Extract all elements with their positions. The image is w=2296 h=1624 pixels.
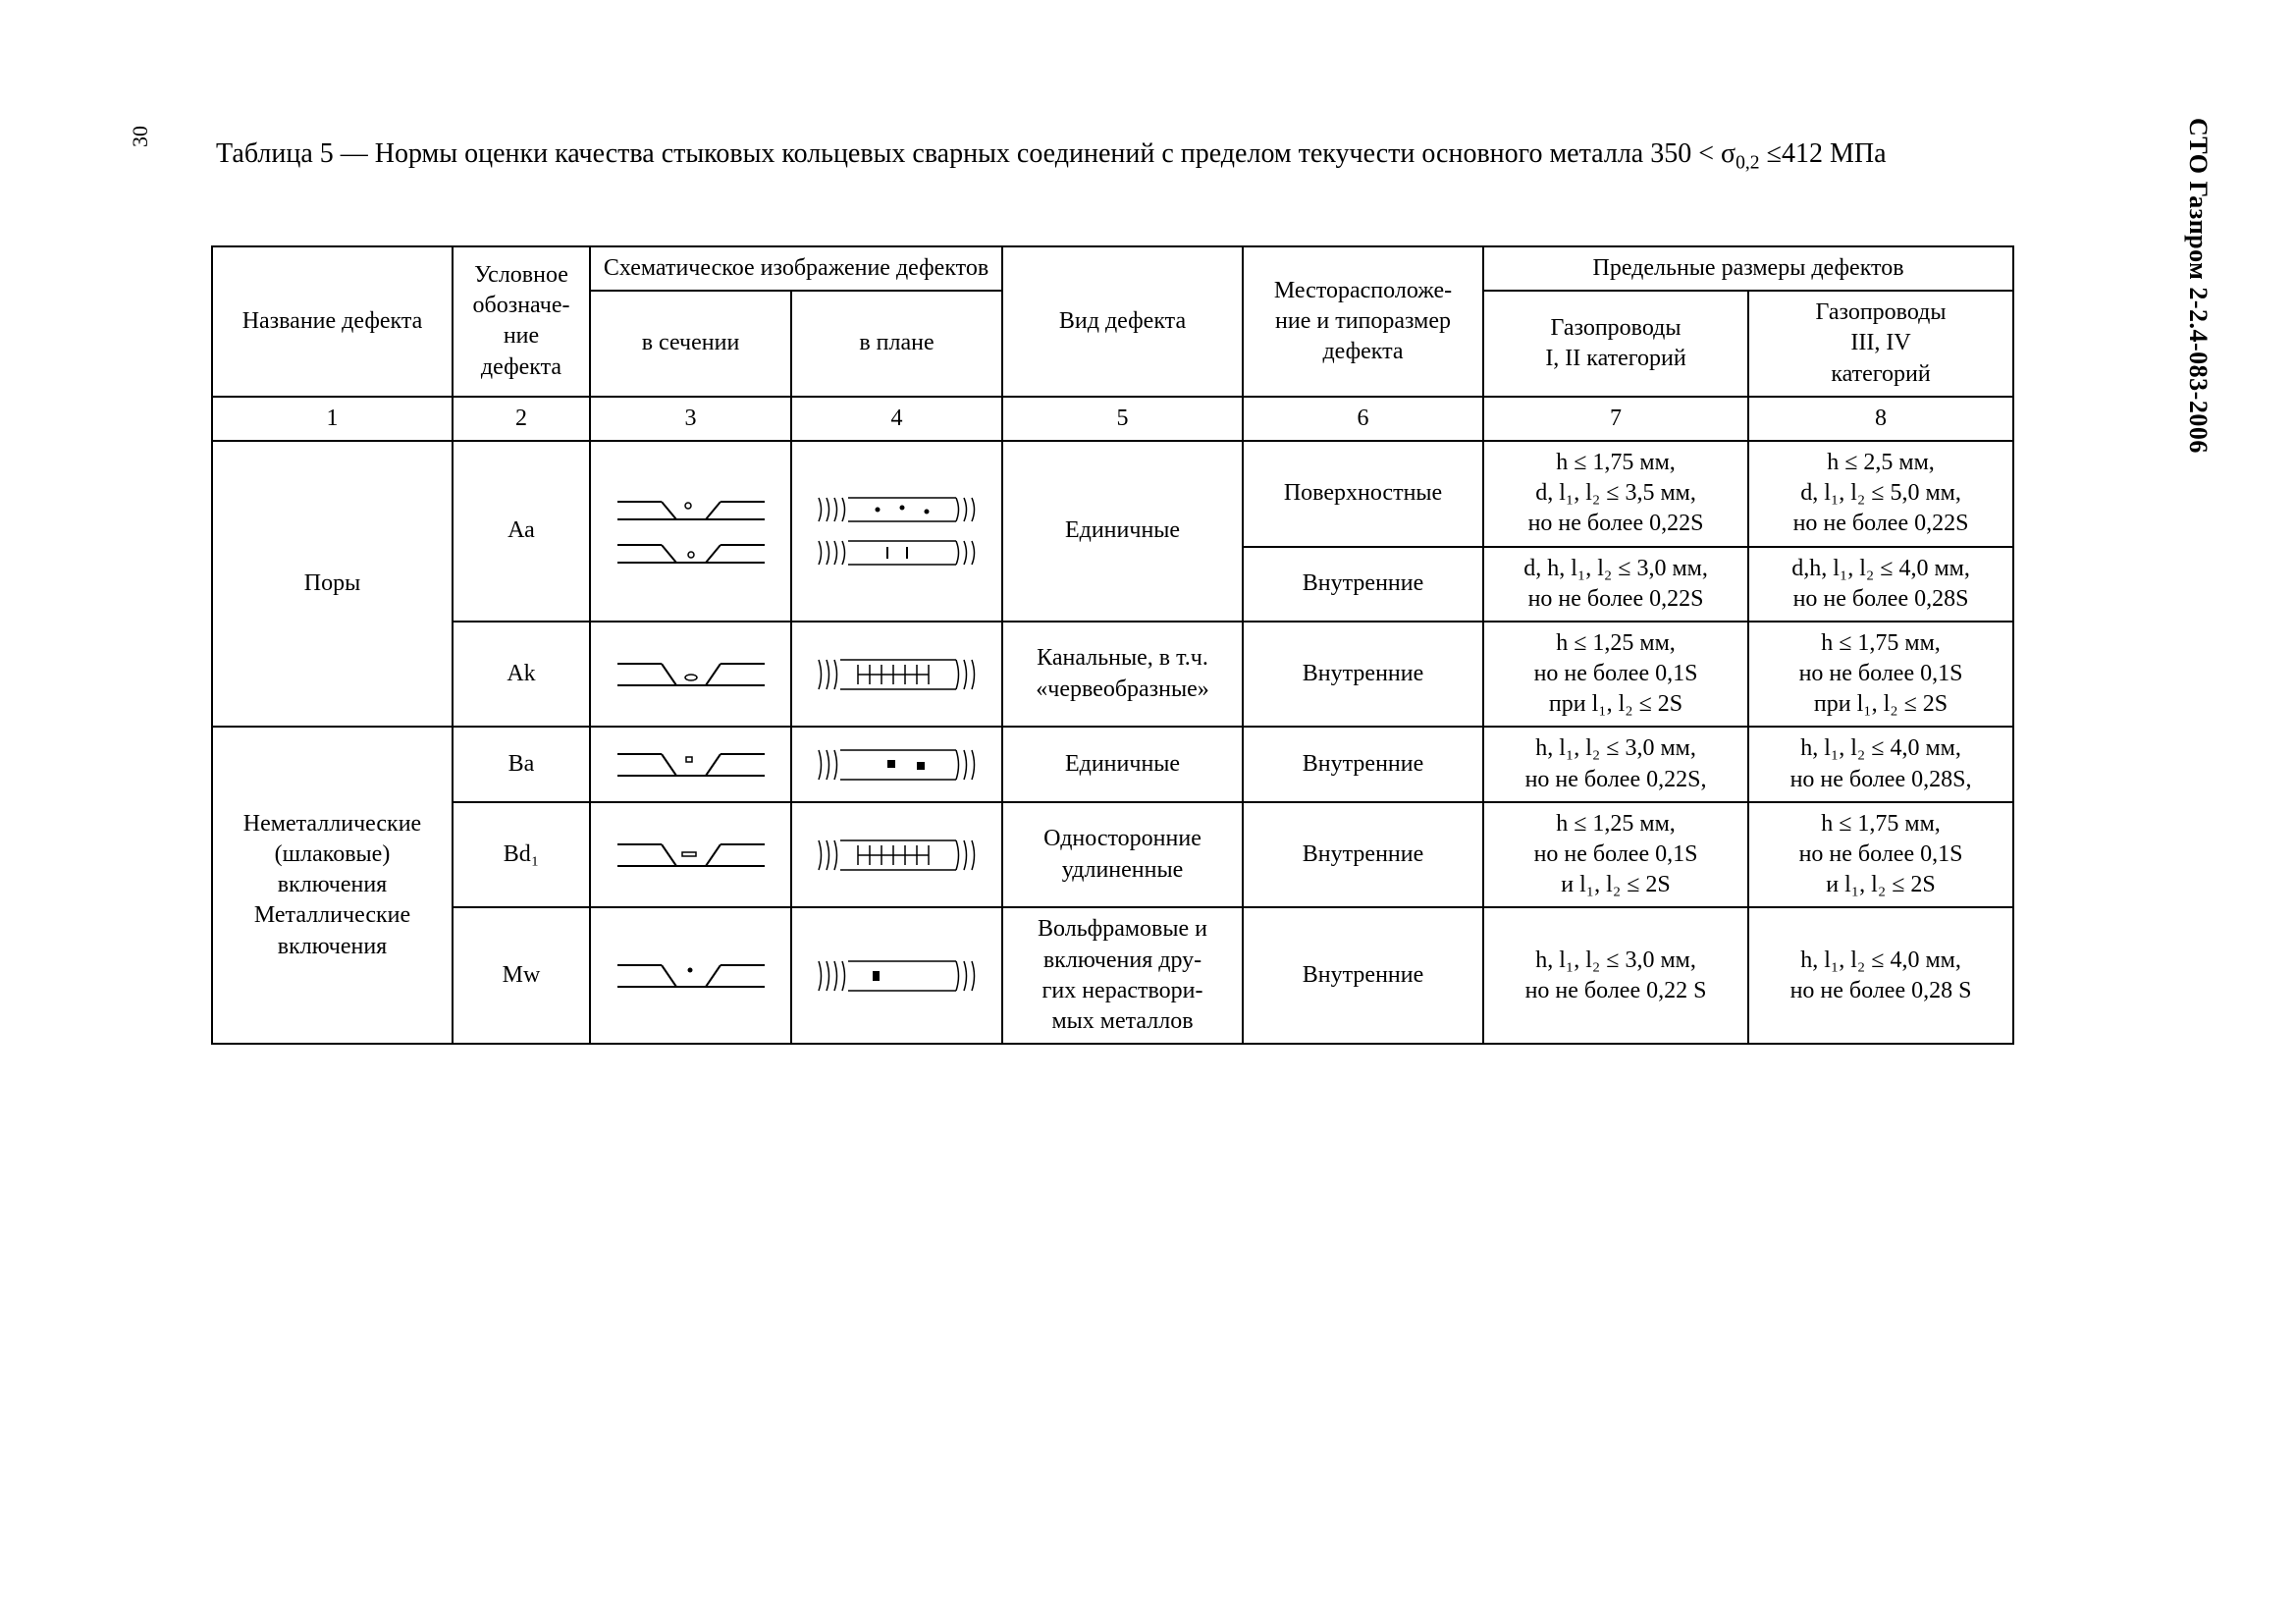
header-limits-group: Предельные размеры дефектов: [1483, 246, 2013, 291]
colnum-2: 2: [453, 397, 590, 441]
header-name: Название дефекта: [212, 246, 453, 397]
weld-section-elong-icon: [608, 831, 774, 880]
header-cat-3-4: ГазопроводыIII, IVкатегорий: [1748, 291, 2013, 397]
loc-Ak: Внутренние: [1243, 622, 1483, 728]
table-container: Название дефекта Условное обозначе-ние д…: [211, 245, 2012, 1045]
defects-table: Название дефекта Условное обозначе-ние д…: [211, 245, 2014, 1045]
table-caption: Таблица 5 — Нормы оценки качества стыков…: [216, 128, 2002, 182]
colnum-8: 8: [1748, 397, 2013, 441]
header-location: Месторасположе-ние и типоразмер дефекта: [1243, 246, 1483, 397]
header-in-section: в сечении: [590, 291, 791, 397]
schematic-section-Mw: [590, 907, 791, 1044]
weld-plan-incl-icon: [809, 740, 986, 789]
caption-suffix: ≤412 МПа: [1760, 138, 1887, 169]
loc-Mw: Внутренние: [1243, 907, 1483, 1044]
row-Mw: Mw: [212, 907, 2013, 1044]
schematic-plan-Ak: [791, 622, 1002, 728]
lim7-Mw: h, l₁, l₂ ≤ 3,0 мм,но не более 0,22 S: [1483, 907, 1748, 1044]
colnum-7: 7: [1483, 397, 1748, 441]
code-Aa: Аа: [453, 441, 590, 622]
colnum-3: 3: [590, 397, 791, 441]
defect-name-inclusions: Неметаллические (шлаковые) включения Мет…: [212, 727, 453, 1044]
type-Ba: Единичные: [1002, 727, 1243, 801]
header-type: Вид дефекта: [1002, 246, 1243, 397]
weld-section-pore-top-icon: [608, 490, 774, 529]
weld-section-pore-mid-icon: [608, 533, 774, 572]
schematic-plan-Aa: [791, 441, 1002, 622]
table-body: Поры Аа: [212, 441, 2013, 1044]
table-header: Название дефекта Условное обозначе-ние д…: [212, 246, 2013, 441]
code-Bd-sub: ₁: [531, 841, 539, 867]
lim8-Aa-surface: h ≤ 2,5 мм,d, l₁, l₂ ≤ 5,0 мм,но не боле…: [1748, 441, 2013, 547]
weld-plan-pores2-icon: [809, 533, 986, 572]
caption-sub: 0,2: [1735, 153, 1760, 174]
lim8-Ak: h ≤ 1,75 мм,но не более 0,1Sпри l₁, l₂ ≤…: [1748, 622, 2013, 728]
row-Aa-surface: Поры Аа: [212, 441, 2013, 547]
weld-section-tungsten-icon: [608, 951, 774, 1001]
document-code: СТО Газпром 2-2.4-083-2006: [2183, 118, 2213, 454]
schematic-plan-Bd: [791, 802, 1002, 908]
loc-Aa-surface: Поверхностные: [1243, 441, 1483, 547]
colnum-4: 4: [791, 397, 1002, 441]
header-schematic-group: Схематическое изображение дефектов: [590, 246, 1002, 291]
header-code: Условное обозначе-ние дефекта: [453, 246, 590, 397]
type-Ak: Канальные, в т.ч. «червеобразные»: [1002, 622, 1243, 728]
lim8-Ba: h, l₁, l₂ ≤ 4,0 мм,но не более 0,28S,: [1748, 727, 2013, 801]
schematic-section-Ak: [590, 622, 791, 728]
lim7-Ak: h ≤ 1,25 мм,но не более 0,1Sпри l₁, l₂ ≤…: [1483, 622, 1748, 728]
lim7-Aa-inner: d, h, l₁, l₂ ≤ 3,0 мм,но не более 0,22S: [1483, 547, 1748, 622]
loc-Bd: Внутренние: [1243, 802, 1483, 908]
schematic-section-Aa: [590, 441, 791, 622]
header-cat-1-2: ГазопроводыI, II категорий: [1483, 291, 1748, 397]
type-Mw: Вольфрамовые и включения дру-гих нераств…: [1002, 907, 1243, 1044]
row-Ba: Неметаллические (шлаковые) включения Мет…: [212, 727, 2013, 801]
weld-plan-canal-icon: [809, 650, 986, 699]
code-Mw: Mw: [453, 907, 590, 1044]
loc-Aa-inner: Внутренние: [1243, 547, 1483, 622]
colnum-5: 5: [1002, 397, 1243, 441]
schematic-section-Bd: [590, 802, 791, 908]
lim7-Ba: h, l₁, l₂ ≤ 3,0 мм,но не более 0,22S,: [1483, 727, 1748, 801]
loc-Ba: Внутренние: [1243, 727, 1483, 801]
colnum-6: 6: [1243, 397, 1483, 441]
schematic-plan-Ba: [791, 727, 1002, 801]
header-in-plan: в плане: [791, 291, 1002, 397]
row-Ak: Ak: [212, 622, 2013, 728]
code-Ak: Ak: [453, 622, 590, 728]
page-number: 30: [128, 126, 153, 147]
type-Bd: Односторонние удлиненные: [1002, 802, 1243, 908]
code-Bd: Bd₁: [453, 802, 590, 908]
weld-section-incl-icon: [608, 740, 774, 789]
schematic-plan-Mw: [791, 907, 1002, 1044]
code-Ba: Ва: [453, 727, 590, 801]
lim8-Aa-inner: d,h, l₁, l₂ ≤ 4,0 мм,но не более 0,28S: [1748, 547, 2013, 622]
caption-prefix: Таблица 5 — Нормы оценки качества стыков…: [216, 138, 1735, 169]
weld-section-canal-icon: [608, 650, 774, 699]
type-Aa: Единичные: [1002, 441, 1243, 622]
lim7-Bd: h ≤ 1,25 мм,но не более 0,1Sи l₁, l₂ ≤ 2…: [1483, 802, 1748, 908]
defect-name-pory: Поры: [212, 441, 453, 728]
lim7-Aa-surface: h ≤ 1,75 мм,d, l₁, l₂ ≤ 3,5 мм,но не бол…: [1483, 441, 1748, 547]
row-Bd: Bd₁: [212, 802, 2013, 908]
weld-plan-tungsten-icon: [809, 951, 986, 1001]
weld-plan-elong-icon: [809, 831, 986, 880]
weld-plan-pores-icon: [809, 490, 986, 529]
lim8-Bd: h ≤ 1,75 мм,но не более 0,1Sи l₁, l₂ ≤ 2…: [1748, 802, 2013, 908]
code-Bd-prefix: Bd: [504, 841, 531, 867]
schematic-section-Ba: [590, 727, 791, 801]
colnum-1: 1: [212, 397, 453, 441]
lim8-Mw: h, l₁, l₂ ≤ 4,0 мм,но не более 0,28 S: [1748, 907, 2013, 1044]
